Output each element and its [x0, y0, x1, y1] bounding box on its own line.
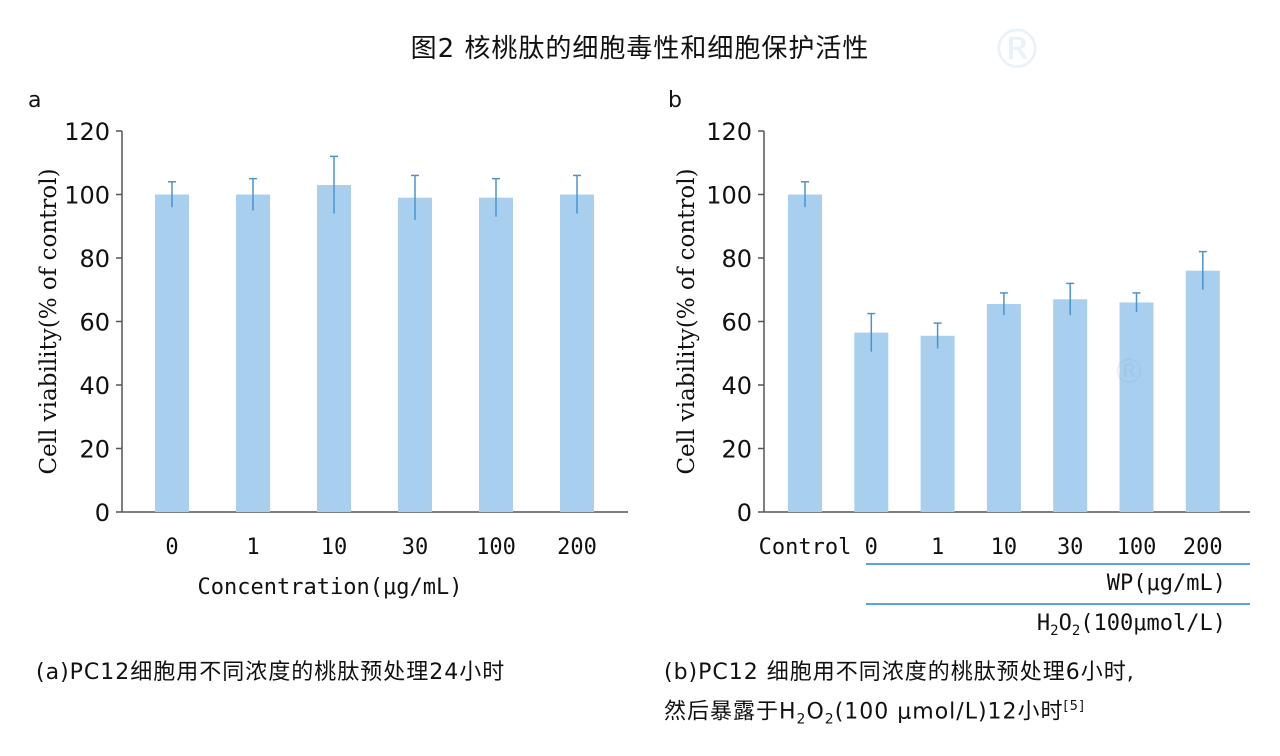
panel-b-letter: b — [668, 88, 682, 113]
caption-b-line2: 然后暴露于H2O2(100 μmol/L)12小时[5] — [664, 690, 1264, 737]
a-bar-4 — [479, 197, 513, 513]
a-x-tick-label-0: 0 — [165, 535, 178, 560]
b-y-tick-label-40: 40 — [721, 372, 752, 400]
b-x-tick-label-0: Control — [759, 535, 852, 560]
b-x-tick-label-4: 30 — [1057, 535, 1084, 560]
caption-b-line2-suffix: (100 μmol/L)12小时 — [834, 699, 1064, 725]
b-x-tick-label-2: 1 — [931, 535, 944, 560]
caption-b-ref: [5] — [1063, 699, 1085, 714]
a-x-axis-label: Concentration(μg/mL) — [198, 575, 463, 600]
caption-a: (a)PC12细胞用不同浓度的桃肽预处理24小时 — [36, 660, 506, 685]
caption-b-line2-mid: O — [806, 699, 825, 725]
a-y-tick-label-100: 100 — [64, 182, 110, 210]
b-bar-4 — [1053, 299, 1088, 512]
b-bar-1 — [854, 332, 889, 512]
b-y-tick-label-120: 120 — [706, 118, 752, 146]
a-x-tick-label-5: 200 — [557, 535, 597, 560]
b-x-tick-label-1: 0 — [865, 535, 878, 560]
caption-b: (b)PC12 细胞用不同浓度的桃肽预处理6小时, 然后暴露于H2O2(100 … — [664, 656, 1264, 737]
figure-title: 图2 核桃肽的细胞毒性和细胞保护活性 — [410, 34, 870, 64]
b-bar-0 — [788, 194, 822, 512]
a-y-tick-label-120: 120 — [64, 118, 110, 146]
a-y-tick-label-60: 60 — [79, 309, 110, 337]
a-y-tick-label-80: 80 — [79, 245, 110, 273]
b-y-tick-label-20: 20 — [721, 436, 752, 464]
panel-a-letter: a — [28, 88, 42, 113]
b-bar-3 — [986, 304, 1021, 512]
a-y-tick-label-0: 0 — [95, 499, 110, 527]
b-x-tick-label-3: 10 — [991, 535, 1018, 560]
a-x-tick-label-4: 100 — [476, 535, 516, 560]
a-bar-0 — [155, 194, 189, 512]
b-y-tick-label-100: 100 — [706, 182, 752, 210]
b-x-tick-label-6: 200 — [1183, 535, 1223, 560]
b-y-tick-label-60: 60 — [721, 309, 752, 337]
b-bar-6 — [1185, 270, 1220, 512]
a-x-tick-label-1: 1 — [246, 535, 259, 560]
b-y-axis-label: Cell viability(% of control) — [674, 168, 700, 474]
caption-b-line2-prefix: 然后暴露于H — [664, 699, 797, 725]
b-bar-5 — [1119, 302, 1154, 512]
a-x-tick-label-3: 30 — [402, 535, 429, 560]
b-group-label-wp: WP(μg/mL) — [1107, 571, 1226, 596]
a-x-tick-label-2: 10 — [321, 535, 348, 560]
b-bar-2 — [920, 335, 955, 512]
caption-b-sub-2: 2 — [824, 711, 835, 728]
b-x-tick-label-5: 100 — [1117, 535, 1157, 560]
a-y-tick-label-20: 20 — [79, 436, 110, 464]
b-group-label-h2o2: H2O2(100μmol/L) — [1037, 611, 1226, 639]
a-y-tick-label-40: 40 — [79, 372, 110, 400]
caption-b-line1: (b)PC12 细胞用不同浓度的桃肽预处理6小时, — [664, 660, 1135, 685]
a-y-axis-label: Cell viability(% of control) — [36, 168, 62, 474]
a-bar-2 — [317, 184, 351, 512]
a-bar-5 — [560, 194, 594, 512]
b-y-tick-label-0: 0 — [737, 499, 752, 527]
caption-b-sub-1: 2 — [796, 711, 807, 728]
a-bar-3 — [398, 197, 432, 513]
a-bar-1 — [236, 194, 270, 512]
b-y-tick-label-80: 80 — [721, 245, 752, 273]
